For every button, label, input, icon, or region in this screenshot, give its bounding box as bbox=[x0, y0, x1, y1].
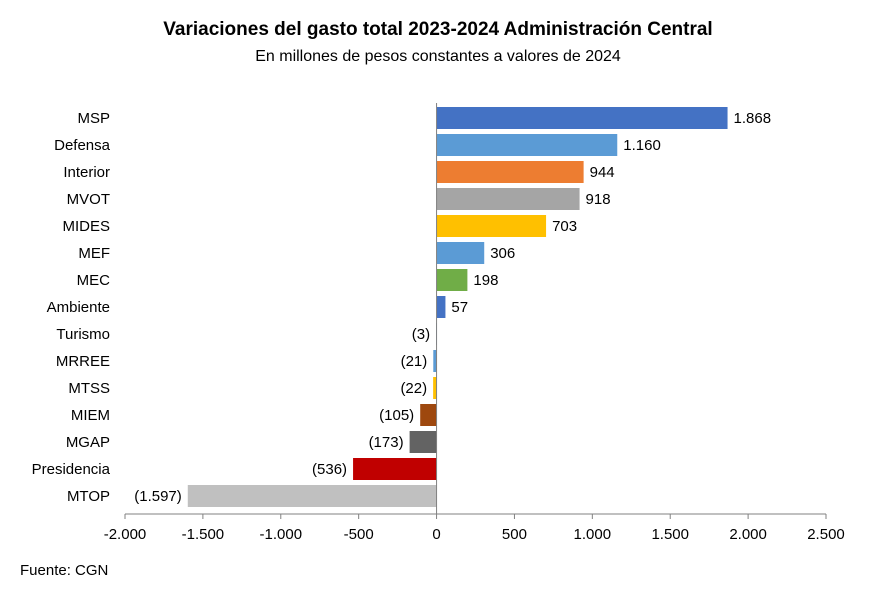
bar-mgap bbox=[409, 431, 437, 453]
bar-defensa bbox=[436, 134, 618, 156]
category-label: MSP bbox=[77, 110, 110, 127]
category-label: MRREE bbox=[56, 353, 110, 370]
value-label: 703 bbox=[552, 218, 577, 235]
chart-title: Variaciones del gasto total 2023-2024 Ad… bbox=[163, 19, 712, 40]
x-tick-label: 500 bbox=[502, 526, 527, 543]
value-label: (536) bbox=[312, 461, 347, 478]
value-label: 306 bbox=[490, 245, 515, 262]
value-label: (105) bbox=[379, 407, 414, 424]
value-label: 57 bbox=[451, 299, 468, 316]
chart-subtitle: En millones de pesos constantes a valore… bbox=[255, 48, 621, 65]
category-label: MIDES bbox=[62, 218, 110, 235]
x-tick-label: -2.000 bbox=[104, 526, 147, 543]
bar-miem bbox=[420, 404, 437, 426]
bar-mrree bbox=[433, 350, 437, 372]
value-label: (3) bbox=[412, 326, 430, 343]
category-label: MEC bbox=[77, 272, 111, 289]
x-tick-label: 0 bbox=[432, 526, 440, 543]
value-label: (173) bbox=[369, 434, 404, 451]
value-label: 1.868 bbox=[734, 110, 772, 127]
x-tick-label: -1.000 bbox=[260, 526, 303, 543]
bar-mides bbox=[436, 215, 547, 237]
category-label: MVOT bbox=[67, 191, 110, 208]
x-tick-label: 2.000 bbox=[729, 526, 767, 543]
category-label: MGAP bbox=[66, 434, 110, 451]
x-tick-label: -1.500 bbox=[182, 526, 225, 543]
source-note: Fuente: CGN bbox=[20, 562, 108, 579]
value-label: 198 bbox=[473, 272, 498, 289]
category-label: Turismo bbox=[56, 326, 110, 343]
bar-msp bbox=[436, 107, 728, 129]
category-label: MTSS bbox=[68, 380, 110, 397]
bars-group bbox=[187, 107, 728, 507]
bar-mtop bbox=[187, 485, 437, 507]
x-tick-label: 1.500 bbox=[651, 526, 689, 543]
value-label: 944 bbox=[590, 164, 615, 181]
category-label: Interior bbox=[63, 164, 110, 181]
category-label: MTOP bbox=[67, 488, 110, 505]
category-label: MIEM bbox=[71, 407, 110, 424]
value-label: (1.597) bbox=[134, 488, 182, 505]
x-axis: -2.000 -1.500 -1.000 -500 0 500 1.000 1.500 2.00… bbox=[104, 513, 845, 543]
bar-interior bbox=[436, 161, 584, 183]
category-label: Presidencia bbox=[32, 461, 111, 478]
value-label: (21) bbox=[401, 353, 428, 370]
category-label: MEF bbox=[78, 245, 110, 262]
bar-mtss bbox=[433, 377, 437, 399]
bar-mef bbox=[436, 242, 485, 264]
bar-mec bbox=[436, 269, 468, 291]
bar-presidencia bbox=[353, 458, 437, 480]
bar-ambiente bbox=[436, 296, 446, 318]
value-labels: 1.868 1.160 944 918 703 306 198 57 (3) (21) (22) (1… bbox=[134, 110, 771, 505]
x-tick-label: -500 bbox=[344, 526, 374, 543]
value-label: 1.160 bbox=[623, 137, 661, 154]
category-labels: MSP Defensa Interior MVOT MIDES MEF MEC Ambient… bbox=[32, 110, 111, 505]
category-label: Defensa bbox=[54, 137, 111, 154]
bar-mvot bbox=[436, 188, 580, 210]
x-tick-label: 1.000 bbox=[574, 526, 612, 543]
x-tick-label: 2.500 bbox=[807, 526, 845, 543]
value-label: (22) bbox=[400, 380, 427, 397]
value-label: 918 bbox=[586, 191, 611, 208]
category-label: Ambiente bbox=[47, 299, 110, 316]
